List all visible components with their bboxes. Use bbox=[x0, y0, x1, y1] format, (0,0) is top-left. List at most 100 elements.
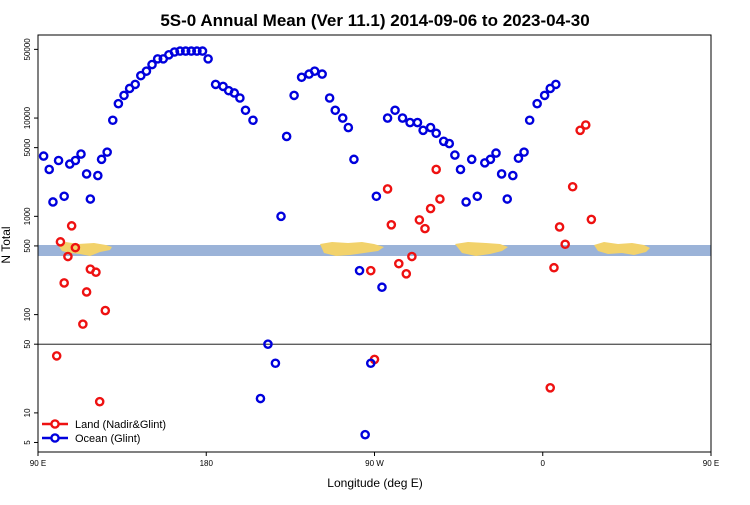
ocean-point bbox=[192, 46, 202, 56]
ocean-point bbox=[461, 197, 471, 207]
ocean-point bbox=[365, 358, 376, 369]
land-point bbox=[425, 203, 436, 214]
ocean-point bbox=[349, 154, 359, 165]
land-point bbox=[414, 215, 425, 225]
land-point bbox=[567, 181, 578, 192]
ocean-point bbox=[152, 54, 163, 64]
land-point bbox=[55, 237, 66, 247]
x-tick-label: 0 bbox=[541, 459, 546, 468]
ocean-point bbox=[53, 155, 64, 166]
ocean-point bbox=[466, 154, 477, 165]
ocean-point bbox=[296, 72, 307, 83]
ocean-point bbox=[343, 122, 354, 133]
legend-label: Ocean (Glint) bbox=[75, 433, 140, 445]
ocean-point bbox=[405, 117, 415, 128]
y-tick-label: 10 bbox=[23, 408, 32, 417]
ocean-point bbox=[354, 265, 365, 276]
land-point bbox=[545, 383, 556, 393]
ocean-point bbox=[107, 115, 118, 126]
x-axis-label: Longitude (deg E) bbox=[327, 476, 422, 490]
land-point bbox=[94, 396, 105, 407]
land-point bbox=[59, 278, 69, 288]
y-tick-label: 100 bbox=[23, 307, 32, 321]
ocean-point bbox=[551, 79, 561, 90]
land-point bbox=[81, 287, 92, 297]
ocean-point bbox=[377, 282, 387, 293]
ocean-point bbox=[450, 150, 460, 160]
y-tick-label: 50000 bbox=[23, 38, 32, 61]
ocean-point bbox=[203, 54, 213, 64]
ocean-point bbox=[210, 79, 221, 90]
land-point bbox=[549, 262, 559, 273]
ocean-point bbox=[532, 98, 542, 109]
y-tick-label: 5 bbox=[23, 440, 32, 445]
ocean-point bbox=[141, 66, 152, 76]
land-point bbox=[66, 221, 77, 231]
legend-marker bbox=[50, 419, 60, 429]
y-tick-label: 500 bbox=[23, 239, 32, 253]
ocean-point bbox=[59, 191, 69, 202]
ocean-point bbox=[119, 90, 129, 101]
y-axis-label: N Total bbox=[0, 226, 13, 263]
land-point bbox=[580, 120, 591, 130]
ocean-point bbox=[38, 151, 49, 161]
ocean-point bbox=[48, 197, 58, 207]
ocean-point bbox=[276, 211, 286, 222]
ocean-point bbox=[281, 131, 292, 142]
land-point bbox=[575, 125, 585, 136]
y-tick-label: 10000 bbox=[23, 106, 32, 129]
data-points bbox=[38, 46, 597, 440]
ocean-point bbox=[519, 147, 529, 157]
x-tick-label: 90 E bbox=[703, 459, 719, 468]
ocean-point bbox=[508, 170, 518, 181]
ocean-point bbox=[81, 169, 92, 179]
x-tick-label: 90 E bbox=[30, 459, 46, 468]
ocean-point bbox=[371, 191, 382, 202]
ocean-point bbox=[496, 169, 507, 179]
ocean-point bbox=[513, 153, 524, 164]
ocean-point bbox=[317, 69, 327, 79]
landmass-4 bbox=[455, 242, 508, 256]
ocean-point bbox=[289, 90, 299, 101]
ocean-point bbox=[113, 98, 124, 109]
ocean-point bbox=[229, 88, 240, 98]
ocean-point bbox=[397, 113, 408, 123]
land-point bbox=[382, 184, 393, 194]
ocean-point bbox=[390, 105, 400, 116]
ocean-point bbox=[337, 113, 348, 123]
ocean-point bbox=[102, 147, 112, 157]
ocean-point bbox=[175, 46, 185, 56]
ocean-point bbox=[330, 105, 341, 116]
ocean-point bbox=[240, 105, 251, 116]
x-tick-label: 180 bbox=[200, 459, 214, 468]
land-point bbox=[394, 258, 404, 269]
land-point bbox=[51, 351, 62, 361]
landmass-3 bbox=[320, 242, 384, 256]
land-point bbox=[560, 239, 570, 250]
ocean-point bbox=[270, 358, 281, 369]
plot-area: 90 E 180 90 W 0 90 E 5 10 50 100 500 1000 5000 10000… bbox=[23, 34, 719, 468]
land-point bbox=[431, 164, 441, 175]
ocean-point bbox=[85, 194, 96, 204]
ocean-point bbox=[472, 191, 483, 202]
land-point bbox=[586, 214, 597, 225]
land-point bbox=[70, 242, 81, 253]
ocean-point bbox=[455, 164, 466, 175]
ocean-point bbox=[130, 79, 141, 90]
ocean-point bbox=[147, 59, 157, 70]
ocean-point bbox=[76, 149, 86, 159]
ocean-point bbox=[93, 170, 103, 181]
ocean-point bbox=[360, 429, 370, 440]
land-point bbox=[78, 319, 88, 329]
land-point bbox=[386, 220, 397, 230]
chart-title: 5S-0 Annual Mean (Ver 11.1) 2014-09-06 t… bbox=[160, 11, 589, 30]
legend-marker bbox=[50, 433, 60, 443]
ocean-point bbox=[431, 128, 441, 139]
ocean-point bbox=[263, 339, 273, 349]
ocean-point bbox=[70, 155, 81, 166]
ocean-point bbox=[169, 47, 180, 57]
ocean-point bbox=[186, 46, 197, 56]
ocean-point bbox=[502, 194, 513, 204]
ocean-point bbox=[524, 115, 535, 126]
